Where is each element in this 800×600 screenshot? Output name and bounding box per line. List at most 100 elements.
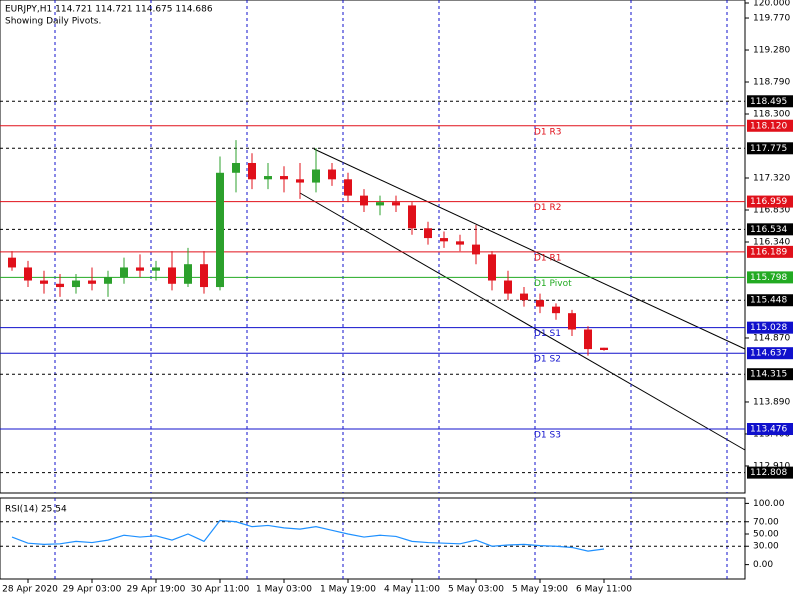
level-label: 116.534 bbox=[750, 225, 787, 235]
level-label: 112.808 bbox=[750, 468, 787, 478]
candle-body bbox=[568, 313, 576, 330]
candle-body bbox=[536, 300, 544, 307]
x-tick-label: 1 May 03:00 bbox=[256, 585, 312, 595]
candle-body bbox=[456, 241, 464, 245]
pivot-label: 114.637 bbox=[750, 349, 787, 359]
pivot-name: D1 R3 bbox=[534, 127, 562, 137]
candle-body bbox=[312, 169, 320, 183]
y-tick-label: 119.770 bbox=[753, 14, 790, 24]
candle-body bbox=[408, 205, 416, 229]
y-tick-label: 117.320 bbox=[753, 174, 790, 184]
level-label: 115.448 bbox=[750, 296, 787, 306]
candle-body bbox=[136, 267, 144, 271]
candle-body bbox=[488, 254, 496, 281]
pivot-name: D1 S1 bbox=[534, 329, 561, 339]
candle-body bbox=[280, 176, 288, 180]
candle-body bbox=[104, 277, 112, 284]
pivot-label-box bbox=[747, 245, 793, 258]
y-tick-label: 118.300 bbox=[753, 110, 790, 120]
candle-body bbox=[472, 244, 480, 255]
level-label-box bbox=[747, 142, 793, 155]
candle-body bbox=[360, 195, 368, 206]
pivot-label: 115.028 bbox=[750, 323, 787, 333]
candle-body bbox=[392, 202, 400, 206]
candle-body bbox=[24, 267, 32, 281]
pivot-label: 113.476 bbox=[750, 425, 787, 435]
candle-body bbox=[8, 257, 16, 268]
y-tick-label: 113.890 bbox=[753, 397, 790, 407]
candle-body bbox=[248, 162, 256, 180]
level-label-box bbox=[747, 368, 793, 381]
candle-body bbox=[344, 179, 352, 196]
y-tick-label: 118.790 bbox=[753, 78, 790, 88]
candle-body bbox=[200, 264, 208, 288]
pivot-name: D1 Pivot bbox=[534, 279, 572, 289]
chart-title: EURJPY,H1 114.721 114.721 114.675 114.68… bbox=[5, 5, 213, 15]
level-label-box bbox=[747, 294, 793, 307]
y-tick-label: 100.00 bbox=[753, 499, 785, 509]
candle-body bbox=[328, 169, 336, 180]
y-tick-label: 112.910 bbox=[753, 461, 790, 471]
level-label: 114.315 bbox=[750, 370, 787, 380]
candle-body bbox=[296, 179, 304, 183]
pivot-label-box bbox=[747, 423, 793, 436]
rsi-frame bbox=[0, 497, 746, 580]
y-tick-label: 114.870 bbox=[753, 333, 790, 343]
candle-body bbox=[40, 280, 48, 284]
pivot-label-box bbox=[747, 347, 793, 360]
level-label: 117.775 bbox=[750, 144, 787, 154]
candle-body bbox=[152, 267, 160, 271]
candle-body bbox=[504, 280, 512, 294]
candle-body bbox=[600, 347, 608, 350]
pivot-name: D1 S2 bbox=[534, 355, 561, 365]
pivot-name: D1 S3 bbox=[534, 431, 561, 441]
pivot-label: 116.189 bbox=[750, 247, 787, 257]
y-tick-label: 0.00 bbox=[753, 560, 773, 570]
main-frame bbox=[0, 0, 746, 494]
y-tick-label: 30.00 bbox=[753, 542, 779, 552]
x-tick-label: 29 Apr 19:00 bbox=[127, 585, 186, 595]
level-label-box bbox=[747, 223, 793, 236]
pivot-label: 116.959 bbox=[750, 197, 787, 207]
candle-body bbox=[216, 172, 224, 288]
pivot-label-box bbox=[747, 119, 793, 132]
candle-body bbox=[184, 264, 192, 284]
level-label: 118.495 bbox=[750, 97, 787, 107]
y-tick-label: 116.340 bbox=[753, 237, 790, 247]
x-tick-label: 30 Apr 11:00 bbox=[191, 585, 250, 595]
x-tick-label: 29 Apr 03:00 bbox=[63, 585, 122, 595]
candle-body bbox=[520, 293, 528, 301]
candle-body bbox=[88, 280, 96, 284]
channel-upper bbox=[313, 148, 746, 350]
x-tick-label: 6 May 11:00 bbox=[576, 585, 632, 595]
candle-body bbox=[168, 267, 176, 284]
candle-body bbox=[72, 280, 80, 288]
y-tick-label: 50.00 bbox=[753, 530, 779, 540]
pivot-label-box bbox=[747, 271, 793, 284]
y-tick-label: 120.000 bbox=[753, 0, 790, 9]
x-tick-label: 4 May 11:00 bbox=[384, 585, 440, 595]
pivot-name: D1 R1 bbox=[534, 253, 562, 263]
rsi-line bbox=[11, 519, 605, 552]
candle-body bbox=[56, 283, 64, 288]
y-tick-label: 70.00 bbox=[753, 517, 779, 527]
channel-lower bbox=[299, 192, 746, 451]
chart-subtitle: Showing Daily Pivots. bbox=[5, 17, 101, 27]
candle-body bbox=[440, 238, 448, 242]
candle-body bbox=[424, 228, 432, 239]
rsi-title: RSI(14) 25.54 bbox=[5, 505, 67, 515]
x-tick-label: 1 May 19:00 bbox=[320, 585, 376, 595]
level-label-box bbox=[747, 95, 793, 108]
candle-body bbox=[584, 329, 592, 350]
x-tick-label: 5 May 19:00 bbox=[512, 585, 568, 595]
candle-body bbox=[232, 162, 240, 173]
y-tick-label: 116.830 bbox=[753, 205, 790, 215]
level-label-box bbox=[747, 466, 793, 479]
pivot-label: 118.120 bbox=[750, 121, 787, 131]
candle-body bbox=[552, 306, 560, 314]
y-tick-label: 119.280 bbox=[753, 46, 790, 56]
pivot-name: D1 R2 bbox=[534, 203, 562, 213]
candle-body bbox=[264, 176, 272, 180]
x-tick-label: 28 Apr 2020 bbox=[2, 585, 58, 595]
